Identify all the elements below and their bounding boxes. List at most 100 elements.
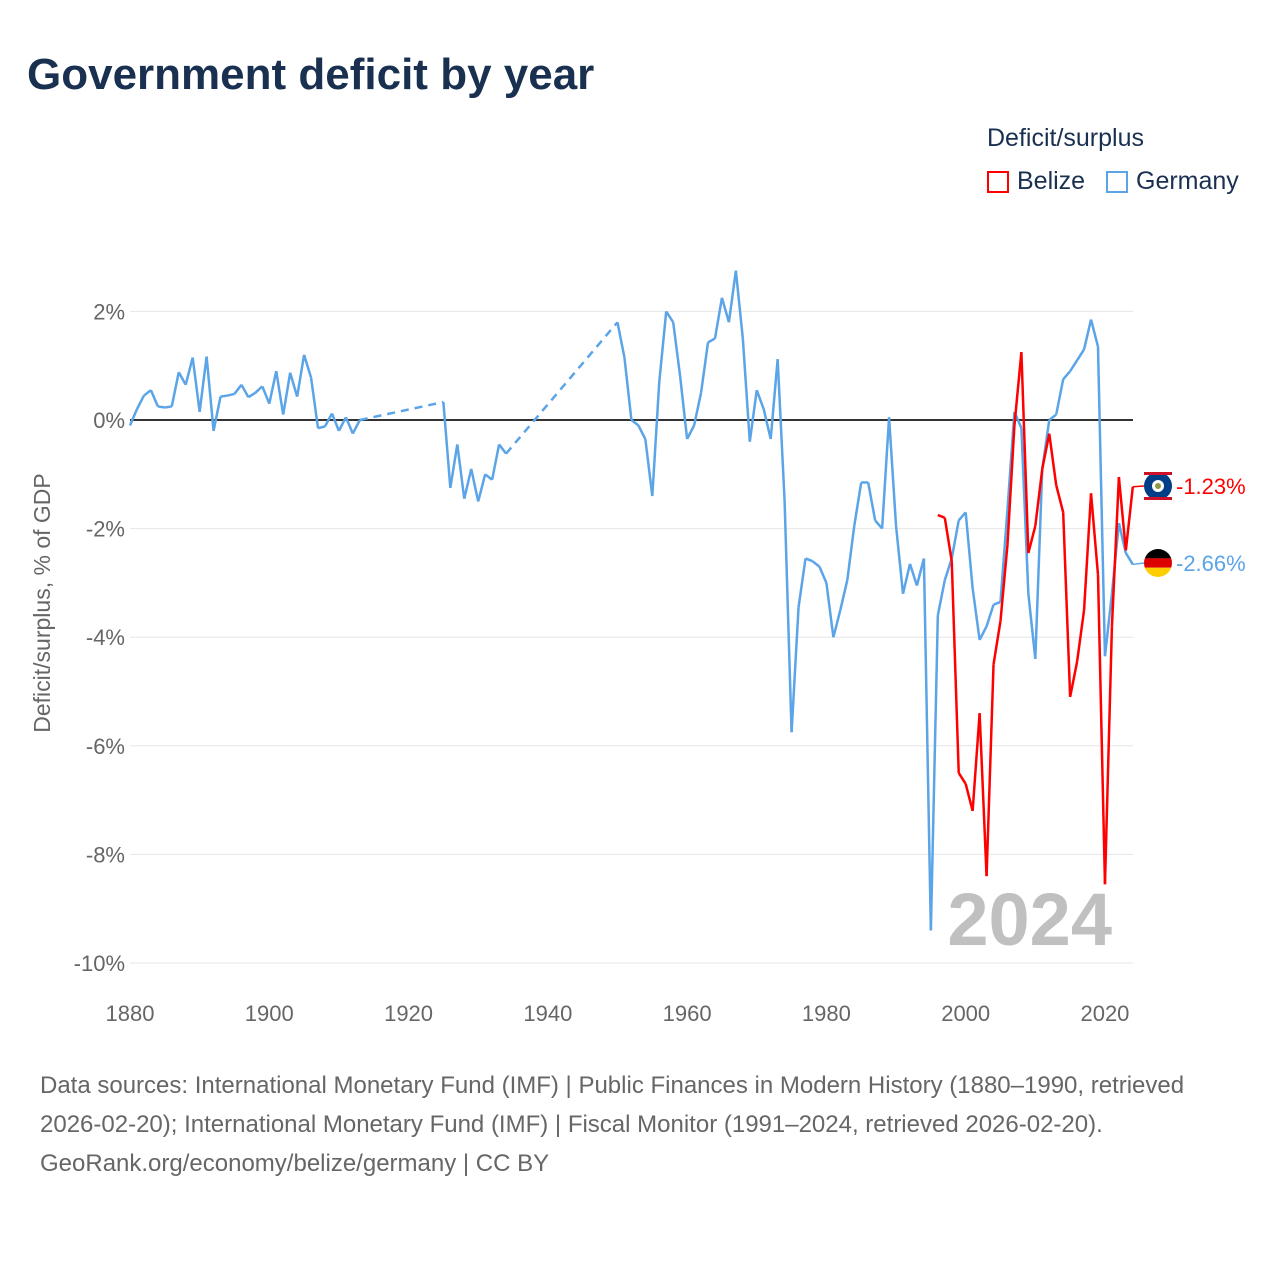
- y-tick-label: -6%: [86, 734, 125, 759]
- series-segment-belize: [1103, 626, 1114, 885]
- series-segment-germany: [227, 392, 235, 397]
- x-tick-label: 1920: [384, 1001, 433, 1026]
- series-segment-germany: [288, 372, 299, 398]
- series-segment-germany: [302, 354, 313, 379]
- series-segment-germany: [805, 557, 813, 563]
- series-segment-germany: [240, 384, 250, 398]
- flag-stripe: [1144, 472, 1172, 475]
- series-segment-germany: [470, 468, 480, 502]
- y-tick-label: 0%: [93, 408, 125, 433]
- series-segment-belize: [964, 783, 974, 812]
- series-segment-germany: [818, 566, 828, 584]
- series-segment-germany: [1089, 319, 1100, 348]
- end-connector: [1132, 485, 1145, 488]
- series-segment-germany: [490, 444, 501, 480]
- series-segment-belize: [957, 772, 967, 785]
- series-segment-belize: [937, 513, 946, 519]
- legend-title: Deficit/surplus: [987, 124, 1144, 152]
- series-segment-germany: [317, 425, 326, 430]
- footer: Data sources: International Monetary Fun…: [40, 1066, 1240, 1183]
- y-tick-label: 2%: [93, 299, 125, 324]
- series-segment-belize: [1068, 661, 1079, 698]
- series-segment-germany: [929, 615, 940, 931]
- series-segment-belize: [999, 544, 1009, 622]
- series-segment-germany: [762, 408, 772, 440]
- series-segment-belize: [971, 713, 981, 812]
- series-segment-germany: [268, 370, 278, 404]
- series-segment-germany: [658, 311, 668, 383]
- series-segment-germany: [505, 321, 619, 455]
- series-segment-belize: [1048, 433, 1058, 486]
- series-segment-germany: [484, 473, 493, 481]
- series-segment-germany: [727, 270, 738, 323]
- series-segment-germany: [205, 356, 215, 431]
- series-segment-germany: [323, 412, 334, 428]
- series-segment-germany: [1034, 468, 1044, 659]
- series-segment-germany: [177, 371, 187, 386]
- series-segment-germany: [825, 582, 835, 638]
- series-segment-germany: [776, 359, 786, 502]
- x-tick-label: 1940: [523, 1001, 572, 1026]
- series-segment-germany: [853, 482, 863, 527]
- x-tick-label: 1900: [245, 1001, 294, 1026]
- series-segment-belize: [1006, 425, 1016, 545]
- series-segment-belize: [1027, 525, 1037, 554]
- series-segment-germany: [1096, 346, 1107, 657]
- series-segment-belize: [1089, 493, 1100, 575]
- series-segment-germany: [157, 405, 166, 409]
- y-tick-label: -2%: [86, 517, 125, 542]
- legend-item-germany[interactable]: Germany: [1106, 167, 1239, 196]
- series-segment-germany: [957, 511, 967, 522]
- legend-label: Belize: [1017, 167, 1086, 195]
- series-segment-germany: [143, 389, 152, 397]
- series-segment-germany: [880, 417, 891, 529]
- series-segment-germany: [985, 604, 995, 627]
- y-axis-label: Deficit/surplus, % of GDP: [29, 473, 55, 732]
- series-segment-germany: [692, 392, 703, 426]
- series-segment-germany: [128, 408, 139, 426]
- series-segment-belize: [1041, 433, 1051, 470]
- series-segment-germany: [623, 357, 633, 421]
- series-segment-germany: [254, 385, 264, 394]
- x-tick-label: 2000: [941, 1001, 990, 1026]
- y-tick-label: -10%: [74, 951, 125, 976]
- series-segment-germany: [748, 389, 758, 442]
- credit-link[interactable]: GeoRank.org/economy/belize/germany | CC …: [40, 1150, 550, 1177]
- series-segment-belize: [1034, 468, 1044, 527]
- series-segment-germany: [978, 625, 988, 641]
- series-segment-germany: [936, 579, 947, 616]
- series-segment-germany: [295, 354, 306, 397]
- series-segment-germany: [713, 297, 724, 339]
- series-segment-germany: [1076, 348, 1086, 361]
- series-segment-belize: [1055, 484, 1065, 513]
- series-segment-germany: [769, 359, 779, 440]
- series-segment-belize: [985, 664, 995, 877]
- series-segment-germany: [846, 525, 856, 581]
- germany-flag-icon: [1144, 549, 1172, 559]
- series-segment-germany: [1082, 319, 1093, 350]
- series-segment-germany: [135, 394, 146, 410]
- series-segment-germany: [720, 297, 731, 323]
- series-segment-germany: [198, 356, 208, 413]
- end-value-label: -1.23%: [1176, 474, 1246, 499]
- series-segment-germany: [707, 337, 716, 344]
- series-segment-germany: [261, 385, 271, 405]
- end-connector: [1132, 562, 1145, 566]
- series-segment-germany: [442, 401, 452, 488]
- series-segment-germany: [149, 389, 160, 407]
- series-segment-germany: [686, 424, 696, 440]
- flag-emblem: [1155, 483, 1161, 489]
- series-segment-germany: [651, 381, 661, 497]
- series-segment-belize: [1020, 352, 1030, 554]
- legend-item-belize[interactable]: Belize: [987, 167, 1085, 196]
- series-segment-germany: [644, 438, 654, 497]
- series-segment-germany: [1069, 359, 1079, 372]
- germany-flag-icon: [1144, 558, 1172, 568]
- series-segment-germany: [351, 419, 361, 435]
- series-segment-germany: [1054, 379, 1065, 415]
- series-segment-germany: [359, 400, 444, 422]
- series-segment-germany: [790, 607, 800, 733]
- year-watermark: 2024: [947, 878, 1112, 961]
- series-segment-germany: [630, 419, 640, 427]
